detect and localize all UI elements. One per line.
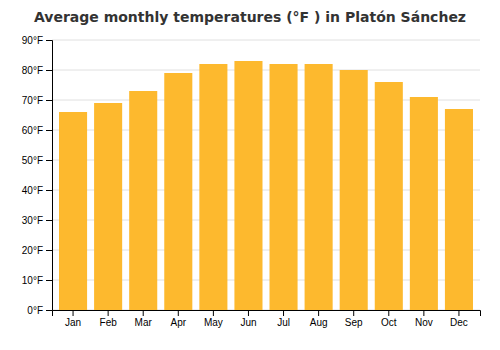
tick: Aug <box>310 310 328 328</box>
title: Average monthly temperatures (°F ) in Pl… <box>34 9 466 25</box>
chart: Average monthly temperatures (°F ) in Pl… <box>0 0 500 350</box>
tick-label: 30°F <box>22 215 43 226</box>
tick: Oct <box>381 310 397 328</box>
tick: 70°F <box>22 95 52 106</box>
tick-mark <box>46 70 52 71</box>
tick-mark <box>353 310 354 316</box>
tick-label: 20°F <box>22 245 43 256</box>
bar <box>375 82 403 310</box>
tick-mark <box>46 100 52 101</box>
tick: Mar <box>135 310 153 328</box>
bar <box>164 73 192 310</box>
tick: 60°F <box>22 125 52 136</box>
tick-label: 50°F <box>22 155 43 166</box>
tick-label: Jul <box>277 317 290 328</box>
tick-label: 0°F <box>27 305 43 316</box>
tick-label: Sep <box>345 317 363 328</box>
bars <box>59 61 473 310</box>
tick-label: Jan <box>65 317 81 328</box>
tick: May <box>204 310 223 328</box>
tick-mark <box>213 310 214 316</box>
grid <box>52 40 480 310</box>
bar <box>199 64 227 310</box>
axis-line <box>53 311 481 317</box>
tick: Jan <box>65 310 81 328</box>
bar <box>94 103 122 310</box>
tick-label: Aug <box>310 317 328 328</box>
bar <box>129 91 157 310</box>
tick-label: May <box>204 317 223 328</box>
tick: Nov <box>415 310 433 328</box>
tick: 80°F <box>22 65 52 76</box>
tick-mark <box>46 190 52 191</box>
tick-label: 10°F <box>22 275 43 286</box>
tick-label: 40°F <box>22 185 43 196</box>
tick-label: 80°F <box>22 65 43 76</box>
tick-mark <box>46 160 52 161</box>
bar <box>410 97 438 310</box>
bar <box>445 109 473 310</box>
tick: Feb <box>100 310 118 328</box>
plot: 0°F 10°F 20°F 30°F 40°F 50°F 60°F 70°F 80°F 90°F J… <box>22 35 481 328</box>
tick: 0°F <box>27 305 52 316</box>
tick-label: Mar <box>135 317 153 328</box>
x-axis: Jan Feb Mar Apr May Jun Jul Aug Sep Oct Nov Dec <box>53 310 481 328</box>
tick-label: Oct <box>381 317 397 328</box>
tick: 40°F <box>22 185 52 196</box>
tick-mark <box>318 310 319 316</box>
tick-mark <box>283 310 284 316</box>
tick-mark <box>46 220 52 221</box>
tick-label: Apr <box>171 317 187 328</box>
tick: 10°F <box>22 275 52 286</box>
tick-mark <box>423 310 424 316</box>
tick-mark <box>108 310 109 316</box>
bar <box>340 70 368 310</box>
axis-line <box>46 41 53 311</box>
bar <box>305 64 333 310</box>
bar <box>270 64 298 310</box>
grid-line <box>52 40 480 41</box>
tick-label: 70°F <box>22 95 43 106</box>
tick-mark <box>143 310 144 316</box>
tick-mark <box>46 250 52 251</box>
grid-line <box>52 70 480 71</box>
tick: Dec <box>450 310 468 328</box>
tick-label: Dec <box>450 317 468 328</box>
tick-label: 60°F <box>22 125 43 136</box>
tick: Apr <box>171 310 187 328</box>
tick-label: Nov <box>415 317 433 328</box>
tick: 90°F <box>22 35 52 46</box>
tick-mark <box>178 310 179 316</box>
tick-mark <box>46 40 52 41</box>
tick-mark <box>46 310 52 311</box>
tick: 20°F <box>22 245 52 256</box>
tick-label: Jun <box>240 317 256 328</box>
tick-mark <box>46 130 52 131</box>
y-axis: 0°F 10°F 20°F 30°F 40°F 50°F 60°F 70°F 80°F 90°F <box>22 35 53 316</box>
tick-mark <box>458 310 459 316</box>
tick: 50°F <box>22 155 52 166</box>
tick-label: 90°F <box>22 35 43 46</box>
tick-mark <box>46 280 52 281</box>
tick: Sep <box>345 310 363 328</box>
tick-label: Feb <box>100 317 118 328</box>
bar <box>59 112 87 310</box>
bar <box>234 61 262 310</box>
tick-mark <box>388 310 389 316</box>
tick-mark <box>248 310 249 316</box>
tick-mark <box>73 310 74 316</box>
tick: Jun <box>240 310 256 328</box>
tick: Jul <box>277 310 290 328</box>
tick: 30°F <box>22 215 52 226</box>
